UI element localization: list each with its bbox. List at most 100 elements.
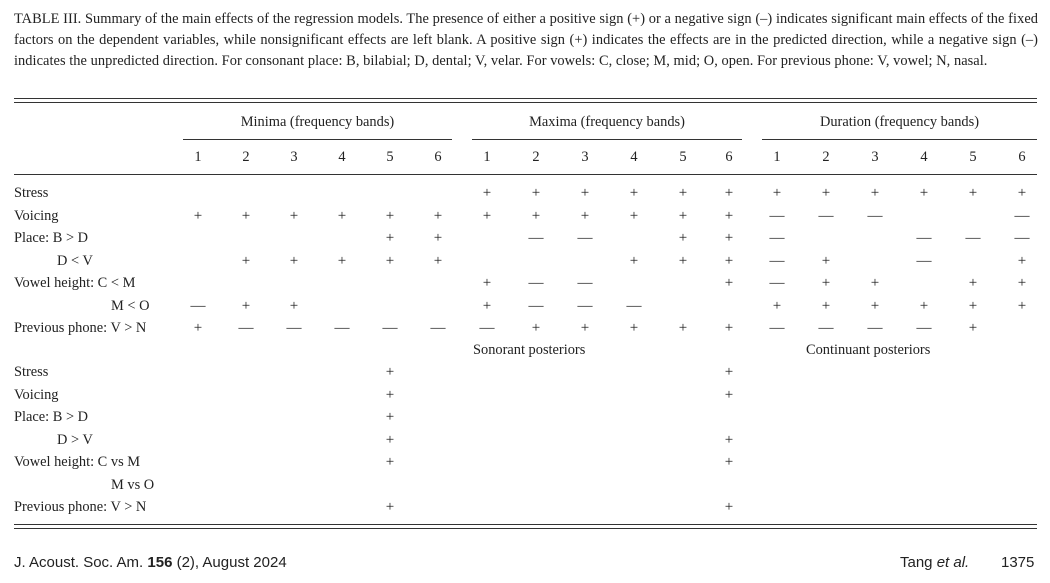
positive-effect-mark: + — [385, 386, 395, 403]
header-bottom-rule — [14, 174, 1037, 175]
positive-effect-mark: + — [968, 297, 978, 314]
row-label: M < O — [111, 297, 150, 314]
positive-effect-mark: + — [629, 252, 639, 269]
positive-effect-mark: + — [385, 499, 395, 515]
negative-effect-mark: — — [916, 230, 932, 246]
negative-effect-mark: — — [190, 297, 206, 314]
positive-effect-mark: + — [531, 185, 541, 201]
positive-effect-mark: + — [385, 207, 395, 224]
subheader-sonorant-posteriors: Sonorant posteriors — [473, 342, 586, 358]
positive-effect-mark: + — [772, 185, 782, 201]
positive-effect-mark: + — [919, 185, 929, 201]
positive-effect-mark: + — [482, 275, 492, 291]
negative-effect-mark: — — [769, 320, 785, 336]
positive-effect-mark: + — [724, 275, 734, 291]
positive-effect-mark: + — [580, 207, 590, 224]
journal-citation: J. Acoust. Soc. Am. 156 (2), August 2024 — [14, 553, 287, 573]
positive-effect-mark: + — [724, 386, 734, 403]
positive-effect-mark: + — [580, 185, 590, 201]
negative-effect-mark: — — [818, 207, 834, 224]
row-label: Voicing — [14, 386, 59, 403]
positive-effect-mark: + — [1017, 185, 1027, 201]
positive-effect-mark: + — [193, 320, 203, 336]
positive-effect-mark: + — [385, 230, 395, 246]
negative-effect-mark: — — [965, 230, 981, 246]
positive-effect-mark: + — [385, 364, 395, 380]
positive-effect-mark: + — [629, 320, 639, 336]
positive-effect-mark: + — [193, 207, 203, 224]
band-number: 5 — [969, 149, 977, 165]
negative-effect-mark: — — [577, 275, 593, 291]
row-label: Vowel height: C < M — [14, 275, 136, 291]
positive-effect-mark: + — [678, 320, 688, 336]
row-label: M vs O — [111, 476, 155, 493]
row-label: Place: B > D — [14, 230, 89, 246]
negative-effect-mark: — — [916, 252, 932, 269]
band-number: 4 — [338, 149, 346, 165]
band-number: 1 — [773, 149, 781, 165]
positive-effect-mark: + — [433, 207, 443, 224]
positive-effect-mark: + — [678, 252, 688, 269]
band-number: 4 — [920, 149, 928, 165]
positive-effect-mark: + — [289, 297, 299, 314]
positive-effect-mark: + — [968, 320, 978, 336]
positive-effect-mark: + — [968, 275, 978, 291]
positive-effect-mark: + — [821, 185, 831, 201]
negative-effect-mark: — — [867, 207, 883, 224]
running-author: Tang et al. — [900, 553, 969, 573]
band-number: 6 — [434, 149, 442, 165]
positive-effect-mark: + — [968, 185, 978, 201]
band-number: 5 — [679, 149, 687, 165]
band-number: 6 — [725, 149, 733, 165]
negative-effect-mark: — — [1014, 207, 1030, 224]
positive-effect-mark: + — [724, 185, 734, 201]
positive-effect-mark: + — [433, 230, 443, 246]
positive-effect-mark: + — [772, 297, 782, 314]
band-number: 1 — [194, 149, 202, 165]
negative-effect-mark: — — [430, 320, 446, 336]
group-underline-duration — [762, 139, 1037, 140]
journal-volume: 156 — [147, 554, 173, 571]
top-rule — [14, 98, 1037, 99]
negative-effect-mark: — — [286, 320, 302, 336]
band-number: 3 — [290, 149, 298, 165]
journal-issue-date: (2), August 2024 — [172, 554, 287, 571]
positive-effect-mark: + — [870, 275, 880, 291]
band-number: 2 — [532, 149, 540, 165]
positive-effect-mark: + — [821, 252, 831, 269]
negative-effect-mark: — — [528, 297, 544, 314]
positive-effect-mark: + — [241, 297, 251, 314]
positive-effect-mark: + — [678, 207, 688, 224]
row-label: D > V — [57, 431, 93, 448]
band-number: 3 — [581, 149, 589, 165]
positive-effect-mark: + — [724, 454, 734, 470]
positive-effect-mark: + — [337, 252, 347, 269]
band-number: 1 — [483, 149, 491, 165]
positive-effect-mark: + — [241, 207, 251, 224]
bottom-rule — [14, 524, 1037, 525]
positive-effect-mark: + — [580, 320, 590, 336]
positive-effect-mark: + — [724, 230, 734, 246]
negative-effect-mark: — — [528, 275, 544, 291]
positive-effect-mark: + — [531, 207, 541, 224]
author-name: Tang — [900, 554, 937, 571]
positive-effect-mark: + — [870, 185, 880, 201]
positive-effect-mark: + — [724, 252, 734, 269]
negative-effect-mark: — — [382, 320, 398, 336]
positive-effect-mark: + — [385, 454, 395, 470]
negative-effect-mark: — — [769, 252, 785, 269]
positive-effect-mark: + — [385, 252, 395, 269]
row-label: Previous phone: V > N — [14, 320, 147, 336]
row-label: Vowel height: C vs M — [14, 454, 141, 470]
positive-effect-mark: + — [629, 207, 639, 224]
group-header: Maxima (frequency bands) — [529, 114, 685, 130]
band-number: 5 — [386, 149, 394, 165]
positive-effect-mark: + — [482, 185, 492, 201]
band-number: 4 — [630, 149, 638, 165]
row-label: Stress — [14, 364, 49, 380]
negative-effect-mark: — — [769, 230, 785, 246]
subheader-continuant-posteriors: Continuant posteriors — [806, 342, 931, 358]
positive-effect-mark: + — [385, 431, 395, 448]
positive-effect-mark: + — [870, 297, 880, 314]
negative-effect-mark: — — [867, 320, 883, 336]
